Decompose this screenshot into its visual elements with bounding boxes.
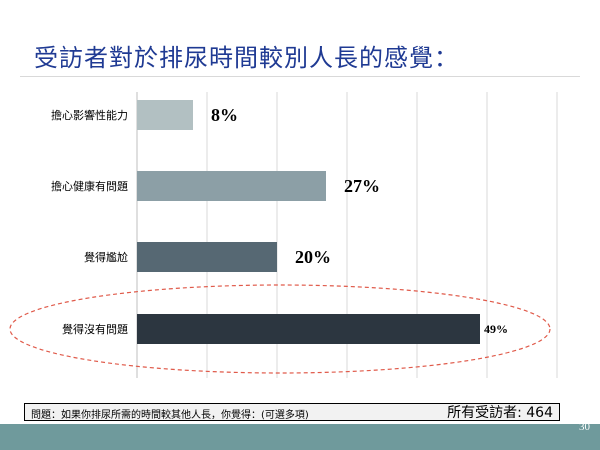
highlight-ellipse bbox=[9, 284, 551, 374]
data-label: 8% bbox=[211, 105, 238, 125]
data-label: 20% bbox=[295, 247, 331, 267]
category-label: 覺得沒有問題 bbox=[62, 322, 128, 336]
category-label: 覺得尷尬 bbox=[84, 250, 128, 264]
question-box: 問題：如果你排尿所需的時間較其他人長，你覺得：(可選多項) 所有受訪者: 464 bbox=[24, 403, 560, 421]
slide-title: 受訪者對於排尿時間較別人長的感覺： bbox=[34, 44, 459, 72]
category-label: 擔心影響性能力 bbox=[51, 108, 128, 122]
title-divider bbox=[20, 76, 580, 77]
category-label: 擔心健康有問題 bbox=[51, 179, 128, 193]
respondent-count: 所有受訪者: 464 bbox=[447, 405, 553, 421]
bar bbox=[137, 242, 277, 272]
data-label: 27% bbox=[344, 176, 380, 196]
page-number: 30 bbox=[579, 421, 590, 433]
question-text: 問題：如果你排尿所需的時間較其他人長，你覺得：(可選多項) bbox=[31, 410, 309, 421]
footer-bar bbox=[0, 424, 600, 450]
bar bbox=[137, 314, 480, 344]
bar bbox=[137, 171, 326, 201]
bar bbox=[137, 100, 193, 130]
data-label: 49% bbox=[484, 322, 508, 336]
